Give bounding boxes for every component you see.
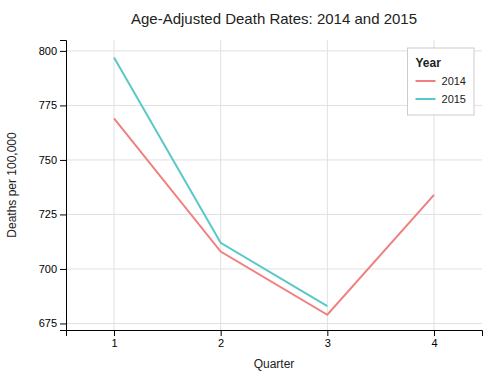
legend-box: [408, 48, 474, 115]
x-axis-title: Quarter: [254, 357, 295, 371]
x-tick-mark: [327, 330, 328, 336]
legend-title: Year: [416, 56, 442, 70]
title: Age-Adjusted Death Rates: 2014 and 2015: [131, 10, 417, 27]
y-tick: 675: [39, 317, 66, 329]
grid: [66, 40, 482, 330]
y-tick-mark: [60, 105, 66, 106]
legend-swatch: [416, 80, 436, 82]
y-tick: 750: [39, 154, 66, 166]
series-line: [114, 118, 434, 314]
y-tick-mark: [60, 214, 66, 215]
x-tick: 2: [218, 330, 224, 349]
x-tick-label: 2: [218, 337, 224, 349]
grid-line-y: [66, 323, 482, 324]
legend: Year2014 2015: [408, 48, 474, 115]
x-tick-label: 3: [325, 337, 331, 349]
y-tick: 775: [39, 99, 66, 111]
y-tick-label: 775: [39, 99, 57, 111]
y-axis: 675 700 725 750 775 800: [39, 41, 67, 331]
grid-line-y: [66, 268, 482, 269]
y-tick-label: 725: [39, 208, 57, 220]
y-axis-line: [60, 41, 67, 331]
x-tick-label: 4: [431, 337, 437, 349]
x-tick-label: 1: [111, 337, 117, 349]
y-tick: 800: [39, 45, 66, 57]
y-tick-label: 675: [39, 317, 57, 329]
y-tick-mark: [60, 323, 66, 324]
y-axis-title: Deaths per 100,000: [5, 132, 19, 238]
plot-area: [114, 57, 434, 314]
x-axis-line: [67, 331, 483, 337]
y-tick: 725: [39, 208, 66, 220]
y-tick-mark: [60, 51, 66, 52]
legend-label: 2015: [442, 93, 466, 105]
x-tick-mark: [114, 330, 115, 336]
legend-swatch: [416, 98, 436, 100]
x-tick-mark: [221, 330, 222, 336]
x-tick: 4: [431, 330, 437, 349]
y-tick-label: 800: [39, 45, 57, 57]
y-tick-mark: [60, 269, 66, 270]
y-tick-label: 700: [39, 263, 57, 275]
grid-line-x: [327, 40, 328, 330]
grid-line-x: [114, 40, 115, 330]
grid-line-y: [66, 214, 482, 215]
y-tick: 700: [39, 263, 66, 275]
y-tick-label: 750: [39, 154, 57, 166]
grid-line-y: [66, 159, 482, 160]
x-tick: 1: [111, 330, 117, 349]
series-line: [114, 57, 327, 306]
x-tick-mark: [434, 330, 435, 336]
y-tick-mark: [60, 160, 66, 161]
x-axis: 1 2 3 4: [67, 330, 483, 349]
legend-label: 2014: [442, 75, 466, 87]
grid-line-x: [220, 40, 221, 330]
x-tick: 3: [325, 330, 331, 349]
chart: 1 2 3 4 675 700 725 750 775 800 Age-Adjusted Death…: [0, 0, 500, 380]
